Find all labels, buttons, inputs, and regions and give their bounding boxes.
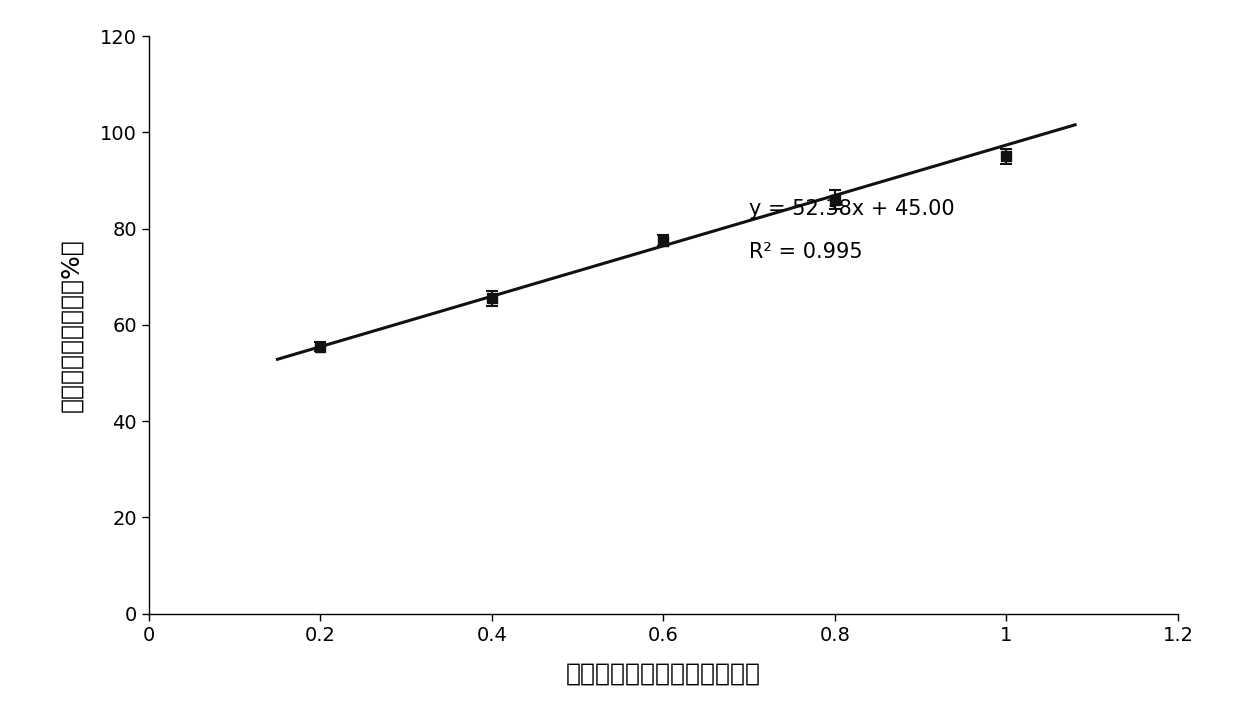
- Text: R² = 0.995: R² = 0.995: [749, 243, 863, 262]
- Y-axis label: 斥基自由基清除率（%）: 斥基自由基清除率（%）: [60, 238, 83, 412]
- Text: y = 52.38x + 45.00: y = 52.38x + 45.00: [749, 199, 955, 219]
- X-axis label: 核桃乳酸菌发酵饮料稀释倍数: 核桃乳酸菌发酵饮料稀释倍数: [565, 661, 761, 685]
